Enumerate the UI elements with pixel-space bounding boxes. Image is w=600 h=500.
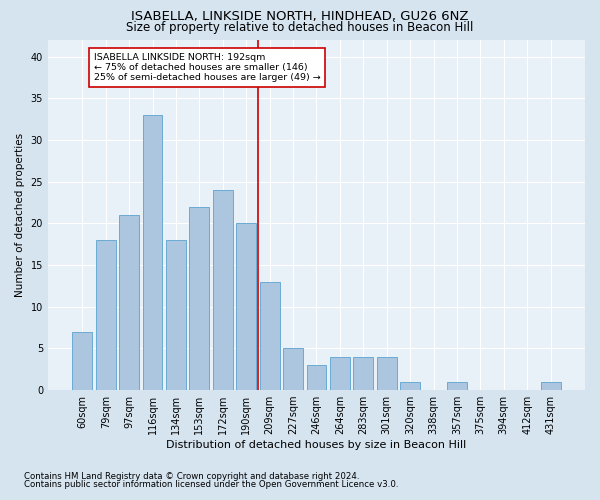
Text: Contains public sector information licensed under the Open Government Licence v3: Contains public sector information licen… [24, 480, 398, 489]
Bar [236, 224, 256, 390]
Text: ISABELLA LINKSIDE NORTH: 192sqm
← 75% of detached houses are smaller (146)
25% o: ISABELLA LINKSIDE NORTH: 192sqm ← 75% of… [94, 52, 321, 82]
Bar [119, 215, 139, 390]
Bar [190, 206, 209, 390]
X-axis label: Distribution of detached houses by size in Beacon Hill: Distribution of detached houses by size … [166, 440, 467, 450]
Bar [96, 240, 116, 390]
Text: Contains HM Land Registry data © Crown copyright and database right 2024.: Contains HM Land Registry data © Crown c… [24, 472, 359, 481]
Bar [353, 356, 373, 390]
Y-axis label: Number of detached properties: Number of detached properties [15, 133, 25, 297]
Bar [330, 356, 350, 390]
Bar [283, 348, 303, 390]
Bar [213, 190, 233, 390]
Text: Size of property relative to detached houses in Beacon Hill: Size of property relative to detached ho… [127, 21, 473, 34]
Bar [260, 282, 280, 390]
Text: ISABELLA, LINKSIDE NORTH, HINDHEAD, GU26 6NZ: ISABELLA, LINKSIDE NORTH, HINDHEAD, GU26… [131, 10, 469, 23]
Bar [73, 332, 92, 390]
Bar [166, 240, 186, 390]
Bar [400, 382, 420, 390]
Bar [143, 115, 163, 390]
Bar [377, 356, 397, 390]
Bar [307, 365, 326, 390]
Bar [447, 382, 467, 390]
Bar [541, 382, 560, 390]
